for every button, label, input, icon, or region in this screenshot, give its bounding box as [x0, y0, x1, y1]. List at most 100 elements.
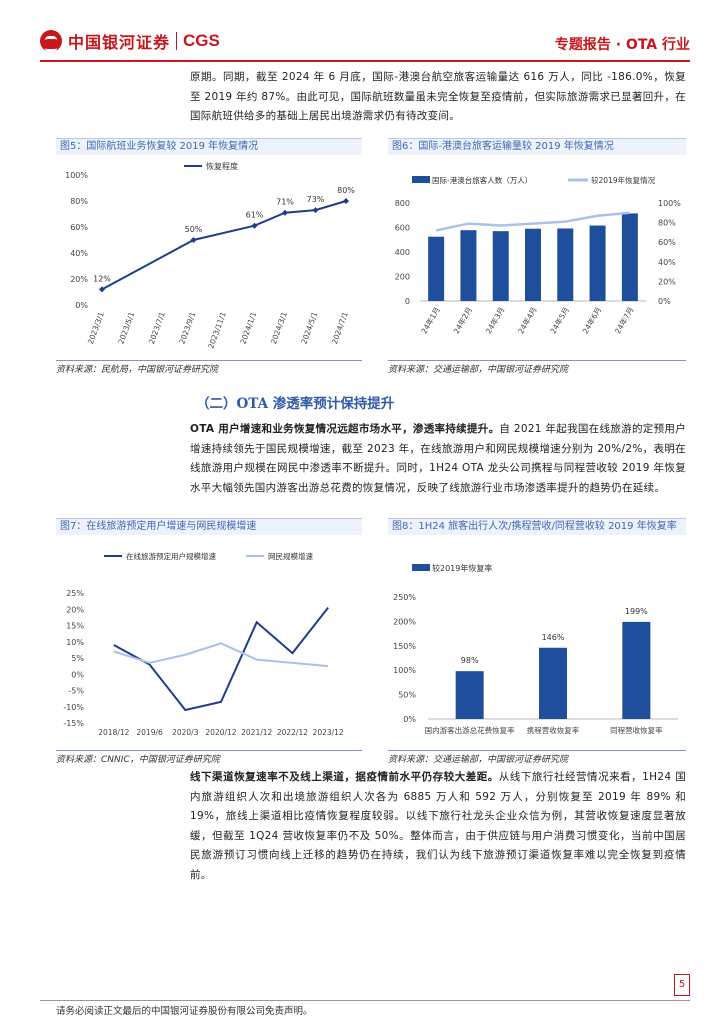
section-paragraph-lead: OTA 用户增速和业务恢复情况远超市场水平，渗透率持续提升。	[190, 423, 500, 435]
x-tick-label: 2024/3/1	[269, 310, 289, 345]
y-tick-label: 800	[395, 199, 410, 208]
figure-8-source: 资料来源：交通运输部，中国银河证券研究院	[388, 755, 569, 765]
series-line	[113, 607, 329, 712]
channel-paragraph-lead: 线下渠道恢复速率不及线上渠道，据疫情前水平仍存较大差距。	[190, 771, 499, 783]
x-tick-label: 2018/12	[98, 728, 129, 737]
y-tick-label: 200	[395, 273, 410, 282]
x-tick-label: 同程营收恢复率	[610, 725, 663, 735]
x-tick-label: 24年3月	[483, 305, 506, 335]
x-tick-label: 2021/12	[241, 728, 272, 737]
y-tick-label: 15%	[66, 622, 84, 631]
bar	[589, 225, 606, 301]
y-tick-label: -15%	[63, 719, 84, 728]
y-tick-label: 60%	[70, 223, 88, 232]
bar	[539, 647, 567, 719]
x-tick-label: 24年7月	[612, 305, 635, 335]
x-tick-label: 2023/11/1	[206, 310, 228, 349]
series-line	[113, 642, 329, 668]
logo-english-text: CGS	[183, 31, 220, 50]
figure-6-chart: 国际-港澳台旅客人数（万人） 较2019年恢复情况 0 200 400 600 800 0% 2…	[395, 175, 682, 335]
bar	[621, 213, 638, 301]
data-point	[99, 286, 105, 293]
y-tick-label: 100%	[65, 171, 88, 180]
data-point	[190, 237, 197, 243]
y-tick-label: 0%	[403, 715, 416, 724]
y-tick-label: -5%	[68, 687, 84, 696]
figure-6-title: 图6：国际-港澳台旅客运输量较 2019 年恢复情况	[388, 138, 686, 155]
x-tick-label: 24年6月	[580, 305, 603, 335]
y-tick-label: 25%	[66, 589, 84, 598]
y-tick-label: 200%	[393, 617, 416, 626]
x-tick-label: 2022/12	[277, 728, 308, 737]
y-tick-label: 0	[405, 297, 410, 306]
data-label: 80%	[337, 186, 355, 195]
x-tick-label: 2023/7/1	[147, 310, 167, 345]
figure-5: 图5：国际航班业务恢复较 2019 年恢复情况 恢复程度 0% 20% 40% 60% 8…	[56, 138, 362, 361]
x-tick-label: 2023/3/1	[86, 310, 106, 345]
x-tick-label: 24年4月	[515, 305, 538, 335]
data-point	[343, 198, 349, 204]
report-type-label: 专题报告 · OTA 行业	[554, 37, 690, 53]
y-tick-label: 150%	[393, 642, 416, 651]
legend-label: 较2019年恢复率	[432, 563, 492, 573]
legend-swatch	[412, 564, 430, 571]
data-label: 61%	[246, 211, 264, 220]
figure-6: 图6：国际-港澳台旅客运输量较 2019 年恢复情况 国际-港澳台旅客人数（万人…	[388, 138, 686, 361]
y-tick-label: 80%	[70, 197, 88, 206]
bar	[455, 671, 484, 719]
figure-8-title: 图8：1H24 旅客出行人次/携程营收/同程营收较 2019 年恢复率	[388, 518, 686, 535]
header-divider	[40, 60, 690, 62]
channel-paragraph-body: 从线下旅行社经营情况来看，1H24 国内旅游组织人次和出境旅游组织人次各为 68…	[190, 771, 686, 881]
x-tick-label: 2024/5/1	[299, 310, 319, 345]
legend-swatch	[412, 176, 430, 183]
y2-tick-label: 40%	[658, 258, 676, 267]
y-tick-label: 20%	[66, 605, 84, 614]
y-tick-label: -10%	[63, 703, 84, 712]
data-point	[312, 207, 319, 214]
data-label: 146%	[542, 633, 565, 642]
data-point	[282, 209, 288, 216]
intro-paragraph: 原期。同期，截至 2024 年 6 月底，国际-港澳台航空旅客运输量达 616 …	[190, 71, 686, 122]
x-tick-label: 2024/1/1	[238, 310, 258, 345]
bar	[525, 228, 541, 301]
figure-7: 图7：在线旅游预定用户增速与网民规模增速 在线旅游预定用户规模增速 网民规模增速 -…	[56, 518, 362, 751]
section-paragraph-body: 自 2021 年起我国在线旅游的定预用户增速持续领先于国民规模增速，截至 202…	[190, 423, 686, 494]
series-line	[101, 200, 347, 291]
data-label: 12%	[93, 274, 111, 283]
legend-label: 国际-港澳台旅客人数（万人）	[432, 175, 532, 185]
y2-tick-label: 0%	[658, 297, 671, 306]
figure-5-chart: 恢复程度 0% 20% 40% 60% 80% 100% 2023/3/1 2023/5/1 20…	[65, 161, 355, 350]
data-label: 199%	[625, 607, 648, 616]
bar	[622, 621, 651, 719]
x-tick-label: 24年2月	[451, 305, 474, 335]
x-tick-label: 2020/12	[205, 728, 236, 737]
logo-chinese-text: 中国银河证券	[68, 33, 171, 52]
data-label: 98%	[461, 656, 479, 665]
footer-divider	[40, 1000, 690, 1001]
y-tick-label: 20%	[70, 275, 88, 284]
y-tick-label: 0%	[75, 301, 88, 310]
section-title: （二）OTA 渗透率预计保持提升	[196, 396, 395, 412]
bar	[492, 231, 509, 301]
figure-5-title: 图5：国际航班业务恢复较 2019 年恢复情况	[56, 138, 362, 155]
y-tick-label: 5%	[71, 654, 84, 663]
y-tick-label: 100%	[393, 666, 416, 675]
x-tick-label: 2020/3	[172, 728, 199, 737]
x-tick-label: 2023/5/1	[116, 310, 136, 345]
bar	[557, 228, 574, 301]
y-tick-label: 600	[395, 224, 410, 233]
y2-tick-label: 60%	[658, 238, 676, 247]
y-tick-label: 50%	[398, 691, 416, 700]
y2-tick-label: 80%	[658, 219, 676, 228]
legend-label: 恢复程度	[206, 161, 238, 171]
x-tick-label: 携程营收恢复率	[527, 725, 580, 735]
series-line	[435, 211, 630, 232]
x-tick-label: 2023/12	[313, 728, 344, 737]
x-tick-label: 2024/7/1	[330, 310, 350, 345]
x-tick-label: 2019/6	[136, 728, 163, 737]
data-point	[251, 222, 258, 229]
y-tick-label: 0%	[71, 670, 84, 679]
x-tick-label: 24年5月	[548, 305, 571, 335]
legend-label: 较2019年恢复情况	[591, 175, 656, 185]
section-paragraph: OTA 用户增速和业务恢复情况远超市场水平，渗透率持续提升。自 2021 年起我…	[190, 420, 686, 498]
